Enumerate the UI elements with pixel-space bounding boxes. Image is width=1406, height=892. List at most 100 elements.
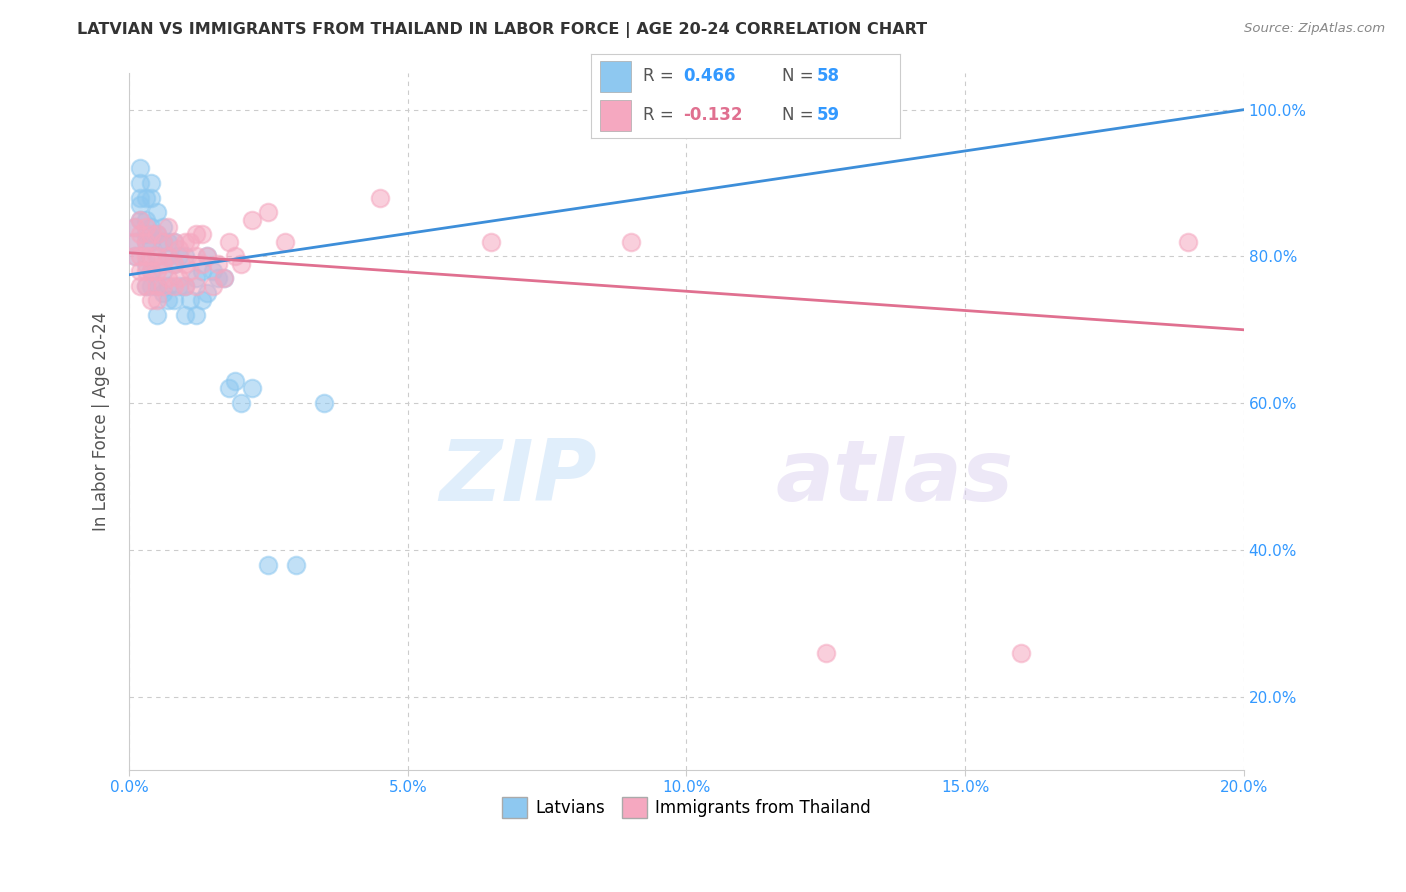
Point [157, 293, 180, 308]
Point [184, 278, 207, 293]
Point [184, 227, 207, 242]
Point [218, 382, 240, 396]
Point [1177, 235, 1199, 249]
Point [257, 205, 280, 219]
Text: atlas: atlas [776, 436, 1014, 519]
Point [173, 257, 195, 271]
Point [195, 286, 218, 301]
Point [814, 646, 837, 660]
Point [124, 220, 146, 235]
Point [274, 235, 297, 249]
Point [195, 249, 218, 263]
Point [124, 220, 146, 235]
Point [135, 264, 157, 278]
Point [146, 249, 169, 263]
Point [368, 191, 391, 205]
Point [190, 257, 212, 271]
Point [141, 278, 163, 293]
Text: ZIP: ZIP [440, 436, 598, 519]
Point [152, 257, 174, 271]
Point [1010, 646, 1032, 660]
Point [163, 235, 186, 249]
Point [157, 278, 180, 293]
Point [141, 191, 163, 205]
Point [152, 235, 174, 249]
Point [173, 278, 195, 293]
Point [163, 257, 186, 271]
Point [146, 264, 169, 278]
Point [129, 264, 152, 278]
Point [124, 235, 146, 249]
Point [314, 396, 336, 410]
Point [173, 249, 195, 263]
Point [212, 271, 235, 285]
Point [141, 220, 163, 235]
Legend: Latvians, Immigrants from Thailand: Latvians, Immigrants from Thailand [495, 790, 877, 824]
Point [135, 257, 157, 271]
Point [124, 249, 146, 263]
Point [146, 227, 169, 242]
Text: Source: ZipAtlas.com: Source: ZipAtlas.com [1244, 22, 1385, 36]
Point [240, 382, 263, 396]
Point [157, 271, 180, 285]
Point [129, 212, 152, 227]
Point [157, 235, 180, 249]
Y-axis label: In Labor Force | Age 20-24: In Labor Force | Age 20-24 [93, 312, 110, 531]
Point [163, 257, 186, 271]
Point [157, 249, 180, 263]
Point [135, 235, 157, 249]
Point [184, 249, 207, 263]
Point [129, 227, 152, 242]
Point [146, 278, 169, 293]
Point [167, 249, 190, 263]
Point [129, 176, 152, 190]
Point [224, 249, 246, 263]
Point [620, 235, 643, 249]
Point [124, 235, 146, 249]
Point [173, 308, 195, 322]
Point [129, 161, 152, 176]
Point [179, 293, 201, 308]
Point [141, 176, 163, 190]
Point [152, 235, 174, 249]
Point [173, 235, 195, 249]
Point [152, 220, 174, 235]
Point [190, 264, 212, 278]
Point [224, 374, 246, 388]
Point [135, 249, 157, 263]
Text: -0.132: -0.132 [683, 106, 742, 124]
Point [135, 220, 157, 235]
Text: R =: R = [643, 106, 679, 124]
Point [212, 271, 235, 285]
Point [184, 308, 207, 322]
Point [141, 264, 163, 278]
Point [146, 293, 169, 308]
Point [157, 249, 180, 263]
Point [240, 212, 263, 227]
Point [129, 191, 152, 205]
Point [135, 191, 157, 205]
Point [285, 558, 308, 572]
Point [141, 227, 163, 242]
Point [157, 220, 180, 235]
Point [146, 278, 169, 293]
FancyBboxPatch shape [600, 62, 631, 92]
Point [229, 396, 252, 410]
Point [135, 235, 157, 249]
Point [167, 271, 190, 285]
Point [163, 235, 186, 249]
Point [146, 205, 169, 219]
Point [207, 271, 229, 285]
Point [218, 235, 240, 249]
Text: R =: R = [643, 68, 679, 86]
Point [179, 264, 201, 278]
Point [135, 212, 157, 227]
Point [257, 558, 280, 572]
Point [163, 278, 186, 293]
Point [173, 278, 195, 293]
Point [201, 264, 224, 278]
Text: 0.466: 0.466 [683, 68, 735, 86]
Text: 59: 59 [817, 106, 839, 124]
Point [184, 271, 207, 285]
Text: 58: 58 [817, 68, 839, 86]
